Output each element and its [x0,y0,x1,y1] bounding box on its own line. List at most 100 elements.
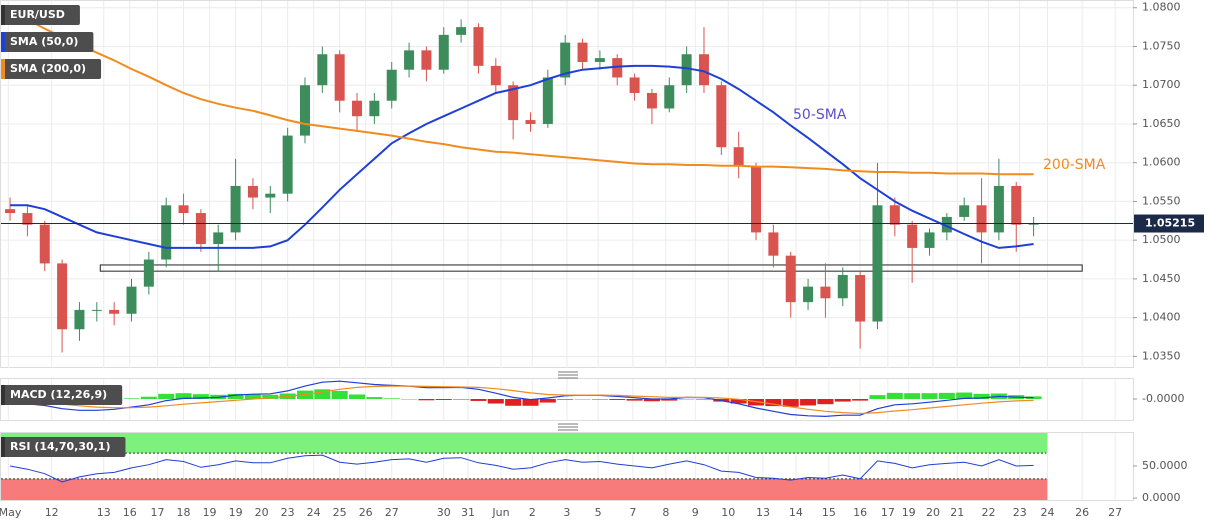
legend-swatch [1,32,5,52]
x-tick-label: 10 [721,506,735,519]
legend-label: MACD (12,26,9) [10,388,107,401]
candle-body [733,147,744,167]
x-tick-label: 9 [692,506,699,519]
candle-body [421,50,432,70]
candle-body [126,286,137,314]
candle-body [907,224,918,248]
x-tick-label: 19 [902,506,916,519]
candle-body [889,205,900,225]
macd-histogram-bar [401,399,418,400]
macd-histogram-bar [227,393,244,399]
macd-histogram-bar [938,392,955,399]
y-tick-label: 1.0700 [1142,78,1181,91]
macd-histogram-bar [800,399,817,406]
candle-body [525,120,536,124]
x-tick-label: 17 [881,506,895,519]
x-tick-label: 24 [1040,506,1054,519]
macd-histogram-bar [158,393,175,399]
y-tick-label: 1.0350 [1142,349,1181,362]
x-tick-label: 26 [359,506,373,519]
macd-histogram-bar [123,398,140,399]
macd-histogram-bar [886,392,903,399]
x-tick-label: 19 [229,506,243,519]
macd-histogram-bar [904,393,921,399]
x-tick-label: 31 [461,506,475,519]
y-tick-label: 1.0800 [1142,1,1181,14]
oversold-zone [1,478,1048,500]
legend-swatch [1,59,5,79]
macd-histogram-bar [834,399,851,402]
candle-body [716,85,727,148]
macd-histogram-bar [505,399,522,406]
x-tick-label: 18 [177,506,191,519]
x-tick-label: 27 [1108,506,1122,519]
x-tick-label: 17 [151,506,165,519]
legend-item: RSI (14,70,30,1) [1,437,126,457]
candle-body [993,185,1004,233]
candle-body [959,205,970,217]
candle-body [612,58,623,78]
macd-histogram-bar [817,399,834,405]
x-tick-label: 8 [662,506,669,519]
x-tick-label: 5 [595,506,602,519]
macd-histogram-bar [921,393,938,399]
macd-histogram-bar [349,394,366,399]
candle-body [855,275,866,322]
x-tick-label: 21 [950,506,964,519]
candle-body [629,77,640,93]
candle-body [299,85,310,136]
support-zone [99,264,1083,272]
candle-body [109,309,120,314]
candle-body [664,85,675,109]
macd-histogram-bar [661,399,678,401]
legend-label: SMA (200,0) [10,62,86,75]
x-tick-label: 20 [926,506,940,519]
macd-histogram-bar [765,399,782,407]
macd-histogram-bar [435,399,452,400]
y-tick-label: -0.0000 [1142,392,1184,405]
macd-histogram-bar [140,396,157,399]
candle-body [334,54,345,101]
x-tick-label: 19 [203,506,217,519]
candle-body [230,185,241,233]
candle-body [508,85,519,121]
candle-body [837,275,848,299]
overbought-zone [1,433,1048,454]
macd-histogram-bar [453,399,470,400]
candle-body [681,54,692,86]
x-tick-label: 14 [789,506,803,519]
macd-histogram-bar [626,399,643,401]
macd-histogram-bar [748,399,765,406]
candle-body [698,54,709,86]
candle-body [768,232,779,256]
legend-item: MACD (12,26,9) [1,385,123,405]
x-tick-label: 23 [281,506,295,519]
legend-item: SMA (200,0) [1,59,102,79]
x-tick-label: May [0,506,22,519]
macd-histogram-bar [730,399,747,404]
candle-body [456,27,467,35]
candle-body [438,34,449,70]
resize-grip[interactable] [558,423,578,431]
legend-swatch [1,437,5,457]
x-tick-label: 7 [629,506,636,519]
candle-body [386,69,397,101]
x-tick-label: 16 [123,506,137,519]
candle-body [91,309,102,311]
candle-body [751,166,762,233]
legend-swatch [1,5,5,25]
x-tick-label: Jun [491,506,509,519]
candle-body [404,50,415,70]
macd-line [10,380,1034,418]
macd-histogram-bar [175,393,192,399]
x-tick-label: 24 [307,506,321,519]
legend-item: SMA (50,0) [1,32,94,52]
x-tick-label: 16 [853,506,867,519]
candle-body [74,309,85,330]
x-tick-label: 15 [822,506,836,519]
x-tick-label: 30 [437,506,451,519]
y-tick-label: 0.0000 [1142,491,1181,504]
legend-box [1,5,80,25]
resize-grip[interactable] [558,371,578,379]
